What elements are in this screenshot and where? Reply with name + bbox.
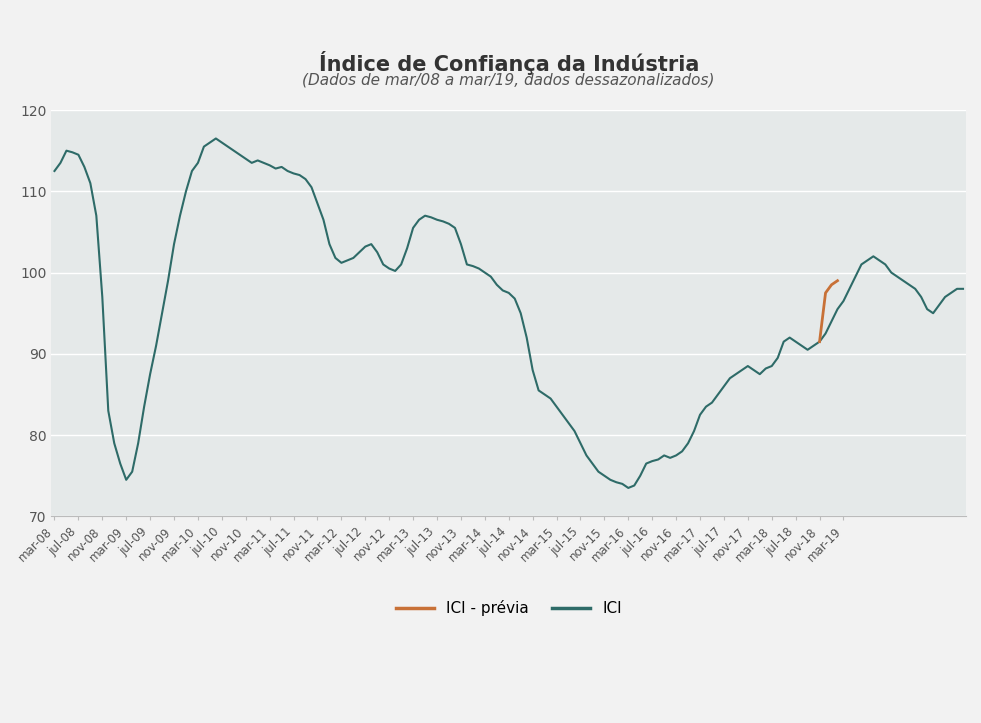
Title: Índice de Confiança da Indústria: Índice de Confiança da Indústria [319, 51, 698, 75]
Text: (Dados de mar/08 a mar/19, dados dessazonalizados): (Dados de mar/08 a mar/19, dados dessazo… [302, 73, 715, 87]
Legend: ICI - prévia, ICI: ICI - prévia, ICI [389, 594, 628, 623]
